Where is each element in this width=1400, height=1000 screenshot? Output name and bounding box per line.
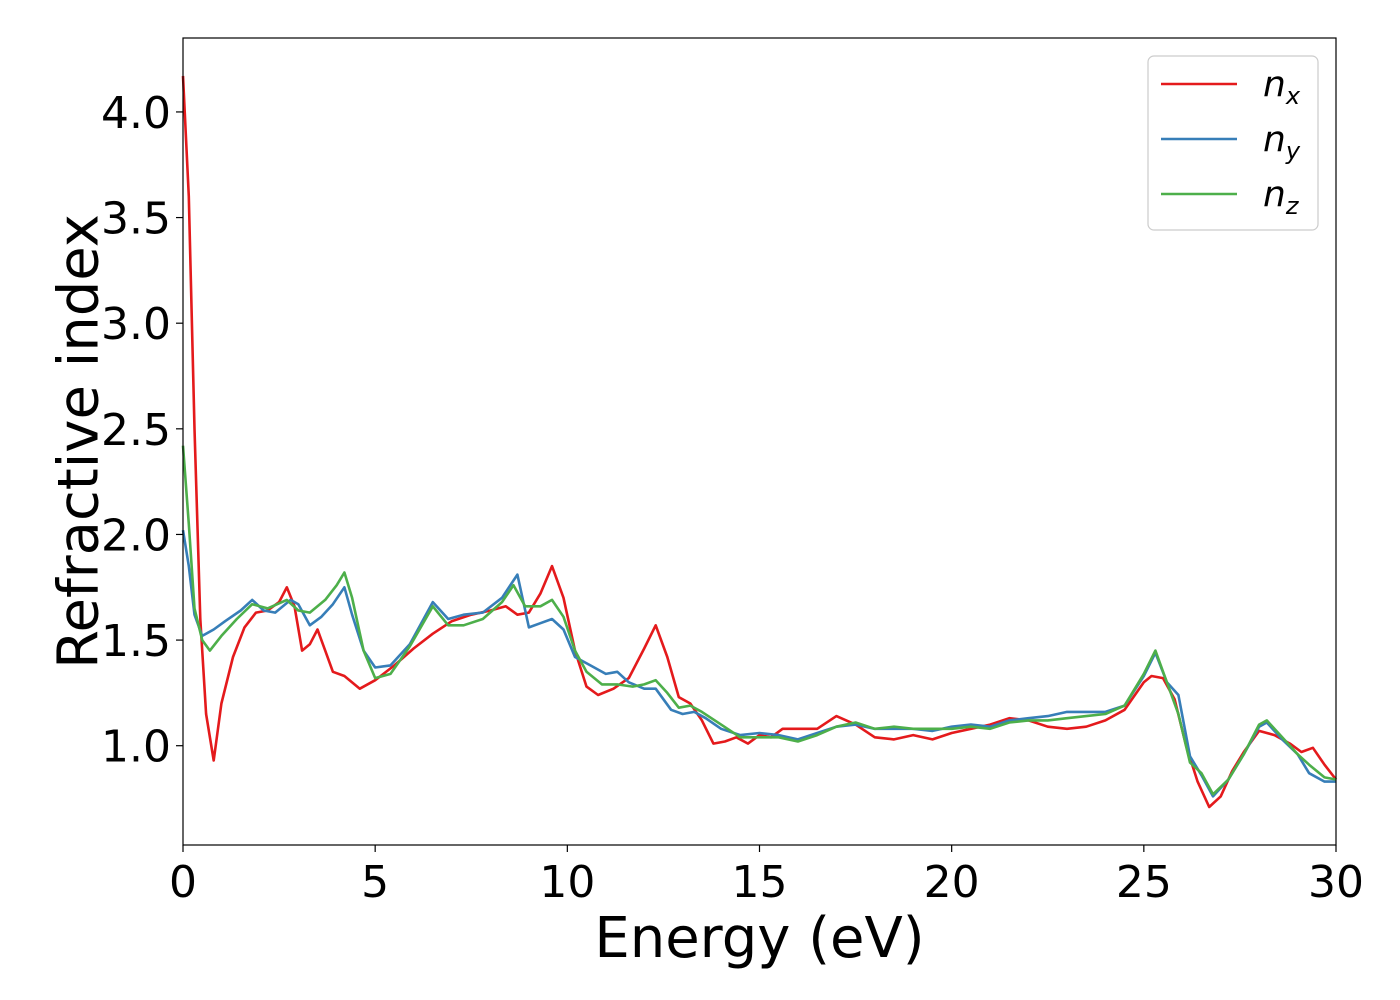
x-tick-label: 5	[361, 857, 389, 908]
y-tick-label: 3.0	[101, 299, 171, 350]
x-tick-label: 0	[169, 857, 197, 908]
legend-label-z: nz	[1263, 174, 1300, 220]
x-tick-label: 10	[539, 857, 595, 908]
y-tick-label: 2.0	[101, 510, 171, 561]
x-tick-label: 15	[732, 857, 788, 908]
legend-label-subscript: x	[1285, 82, 1301, 110]
y-tick-label: 1.0	[101, 722, 171, 773]
x-axis-ticks: 0 5 10 15 20 25 30	[169, 845, 1364, 908]
x-axis-label: Energy (eV)	[594, 906, 924, 971]
y-tick-label: 4.0	[101, 88, 171, 139]
legend-label-subscript: z	[1285, 192, 1300, 220]
x-tick-label: 20	[924, 857, 980, 908]
x-tick-label: 30	[1308, 857, 1364, 908]
y-axis-label: Refractive index	[47, 214, 112, 669]
series-layer	[181, 75, 1338, 809]
legend-label-main: n	[1263, 64, 1286, 105]
series-line-x	[181, 75, 1338, 809]
y-tick-label: 2.5	[101, 405, 171, 456]
y-tick-label: 3.5	[101, 194, 171, 245]
x-tick-label: 25	[1116, 857, 1172, 908]
legend-box	[1147, 55, 1319, 231]
legend-label-subscript: y	[1285, 137, 1301, 165]
y-axis-ticks: 1.0 1.5 2.0 2.5 3.0 3.5 4.0	[101, 88, 183, 773]
legend-label-main: n	[1263, 174, 1286, 215]
legend-label-x: nx	[1263, 64, 1301, 110]
legend-label-y: ny	[1263, 119, 1301, 165]
legend-label-main: n	[1263, 119, 1286, 160]
series-line-z	[181, 445, 1337, 796]
y-tick-label: 1.5	[101, 616, 171, 667]
